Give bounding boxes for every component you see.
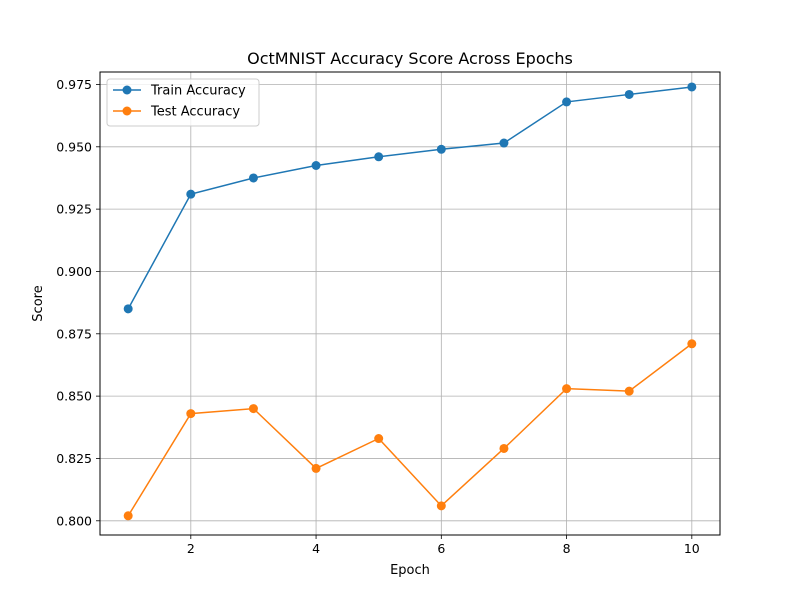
x-tick-label: 6 (437, 541, 445, 556)
data-point (186, 409, 196, 419)
data-point (499, 443, 509, 453)
plot-frame (99, 71, 721, 536)
y-tick-label: 0.850 (56, 389, 92, 404)
data-point (436, 144, 446, 154)
legend-label: Test Accuracy (150, 105, 240, 120)
data-point (311, 160, 321, 170)
data-point (499, 138, 509, 148)
data-point (374, 152, 384, 162)
y-axis-label: Score (31, 285, 46, 321)
series-line (127, 86, 692, 310)
legend-marker (122, 85, 132, 95)
data-point (248, 404, 258, 414)
legend-marker (122, 106, 132, 116)
axis-ticks: 2 4 6 8 10 0.800 0.825 0.850 0.875 0.900 0.925 0.95… (56, 77, 700, 556)
data-point (436, 501, 446, 511)
y-tick-label: 0.825 (56, 451, 92, 466)
data-point (562, 97, 572, 107)
data-point (374, 434, 384, 444)
y-tick-label: 0.975 (56, 77, 92, 92)
x-axis-label: Epoch (390, 563, 430, 578)
data-point (687, 82, 697, 92)
data-point (562, 384, 572, 394)
data-point (624, 386, 634, 396)
series-group (123, 82, 697, 521)
data-point (248, 173, 258, 183)
y-tick-label: 0.900 (56, 264, 92, 279)
data-point (311, 463, 321, 473)
data-point (123, 511, 133, 521)
legend: Train Accuracy Test Accuracy (106, 78, 260, 127)
y-tick-label: 0.925 (56, 202, 92, 217)
x-tick-label: 10 (684, 541, 700, 556)
legend-box (106, 78, 260, 127)
x-tick-label: 8 (563, 541, 571, 556)
series-line (127, 343, 693, 517)
data-point (687, 339, 697, 349)
y-tick-label: 0.950 (56, 139, 92, 154)
chart-title: OctMNIST Accuracy Score Across Epochs (247, 49, 573, 68)
y-tick-label: 0.875 (56, 326, 92, 341)
legend-label: Train Accuracy (150, 84, 246, 99)
data-point (186, 189, 196, 199)
data-point (123, 304, 133, 314)
data-point (624, 89, 634, 99)
y-tick-label: 0.800 (56, 513, 92, 528)
x-tick-label: 2 (187, 541, 195, 556)
x-tick-label: 4 (312, 541, 320, 556)
